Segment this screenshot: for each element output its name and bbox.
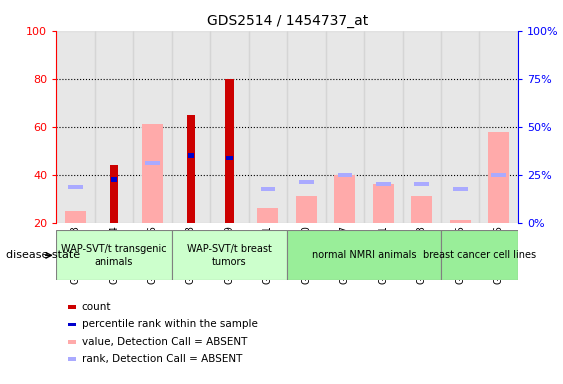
Bar [334, 175, 355, 223]
Bar [110, 165, 118, 223]
Bar [261, 187, 275, 191]
Bar [111, 177, 117, 182]
Bar [376, 182, 391, 187]
Bar [364, 31, 403, 223]
Bar [325, 31, 364, 223]
Bar [56, 230, 172, 280]
Text: breast cancer cell lines: breast cancer cell lines [423, 250, 536, 260]
Text: WAP-SVT/t breast
tumors: WAP-SVT/t breast tumors [187, 244, 272, 266]
Bar [68, 185, 83, 189]
Bar [488, 131, 510, 223]
Bar [65, 211, 86, 223]
Bar [210, 31, 249, 223]
Text: value, Detection Call = ABSENT: value, Detection Call = ABSENT [82, 337, 247, 347]
Bar [287, 230, 441, 280]
Bar [145, 161, 160, 165]
Bar [296, 196, 317, 223]
Bar [373, 184, 394, 223]
Bar [56, 31, 95, 223]
Bar [95, 31, 133, 223]
Bar [338, 172, 352, 177]
Bar [411, 196, 432, 223]
Bar [225, 79, 234, 223]
Bar [226, 156, 233, 160]
Bar [133, 31, 172, 223]
Bar [187, 115, 195, 223]
Bar [480, 31, 518, 223]
Bar [299, 180, 314, 184]
Text: percentile rank within the sample: percentile rank within the sample [82, 319, 257, 329]
Bar [450, 220, 471, 223]
Text: rank, Detection Call = ABSENT: rank, Detection Call = ABSENT [82, 354, 242, 364]
Bar [257, 208, 279, 223]
Bar [287, 31, 325, 223]
Text: count: count [82, 302, 111, 312]
Bar [142, 124, 163, 223]
Bar [441, 31, 480, 223]
Text: normal NMRI animals: normal NMRI animals [312, 250, 416, 260]
Bar [441, 230, 518, 280]
Text: disease state: disease state [6, 250, 80, 260]
Title: GDS2514 / 1454737_at: GDS2514 / 1454737_at [207, 14, 368, 28]
Bar [453, 187, 467, 191]
Bar [414, 182, 429, 187]
Bar [249, 31, 287, 223]
Bar [172, 230, 287, 280]
Bar [188, 153, 194, 158]
Text: WAP-SVT/t transgenic
animals: WAP-SVT/t transgenic animals [61, 244, 167, 266]
Bar [172, 31, 210, 223]
Bar [403, 31, 441, 223]
Bar [491, 172, 506, 177]
